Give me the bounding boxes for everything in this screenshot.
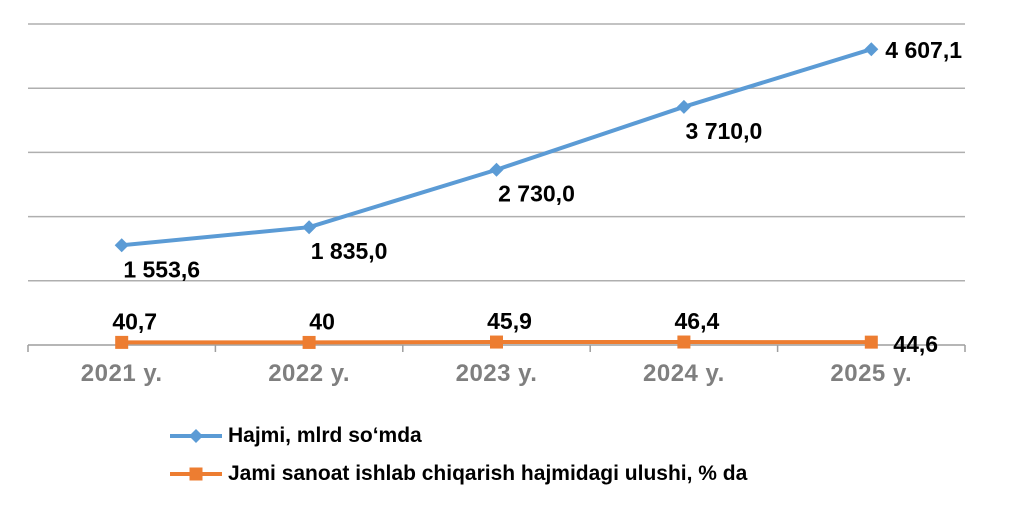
square-marker-icon [677,335,691,349]
square-marker-icon [490,335,503,349]
diamond-marker-icon [114,238,129,253]
data-label: 2 730,0 [498,181,575,207]
legend-label-hajmi: Hajmi, mlrd so‘mda [228,424,422,447]
x-axis-label: 2024 y. [643,360,725,387]
data-label: 46,4 [675,308,720,334]
square-icon [189,467,203,481]
x-axis-label: 2022 y. [268,360,350,387]
data-label: 40,7 [112,308,157,334]
diamond-marker-icon [302,220,317,235]
data-label: 1 835,0 [311,238,388,264]
legend-line-diamond-icon [170,429,222,443]
legend-item-ulushi: Jami sanoat ishlab chiqarish hajmidagi u… [170,462,747,486]
diamond-marker-icon [676,99,691,114]
data-label: 40 [309,308,335,334]
legend-item-hajmi: Hajmi, mlrd so‘mda [170,424,747,448]
data-label: 3 710,0 [686,118,763,144]
diamond-icon [189,429,203,443]
legend: Hajmi, mlrd so‘mda Jami sanoat ishlab ch… [170,424,747,486]
diamond-marker-icon [864,42,879,57]
legend-label-ulushi: Jami sanoat ishlab chiqarish hajmidagi u… [228,462,748,485]
data-label: 45,9 [487,308,532,334]
x-axis-label: 2021 y. [81,360,163,387]
data-label: 1 553,6 [123,256,200,282]
data-label: 44,6 [893,331,938,357]
x-axis-label: 2023 y. [456,360,538,387]
square-marker-icon [302,335,316,349]
chart-plot: 1 553,6 1 835,0 2 730,0 3 710,0 4 607,1 40,7 4… [27,23,966,387]
legend-line-square-icon [170,467,222,481]
square-marker-icon [115,335,129,349]
data-label: 4 607,1 [885,37,962,63]
x-axis-label: 2025 y. [830,360,912,387]
square-marker-icon [864,335,878,349]
diamond-marker-icon [489,162,504,177]
